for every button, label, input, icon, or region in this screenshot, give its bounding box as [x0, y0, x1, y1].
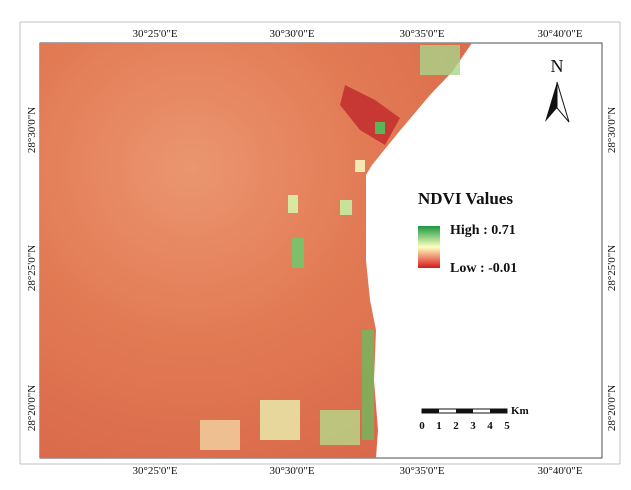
bottom-lon-label: 30°30'0"E: [269, 465, 314, 477]
scale-tick-label: 2: [453, 420, 459, 432]
right-lat-label: 28°30'0"N: [606, 107, 618, 153]
north-label: N: [551, 56, 564, 76]
legend-ramp: [418, 226, 440, 268]
right-lat-label: 28°25'0"N: [606, 245, 618, 291]
scale-tick-label: 3: [470, 420, 476, 432]
top-lon-label: 30°40'0"E: [537, 28, 582, 40]
top-lon-label: 30°35'0"E: [399, 28, 444, 40]
scale-tick-label: 5: [504, 420, 510, 432]
scale-tick-label: 1: [436, 420, 442, 432]
scale-tick-label: 0: [419, 420, 425, 432]
left-lat-label: 28°20'0"N: [26, 385, 38, 431]
legend-title: NDVI Values: [418, 189, 513, 208]
bottom-lon-label: 30°35'0"E: [399, 465, 444, 477]
legend-high: High : 0.71: [450, 223, 516, 238]
scale-unit: Km: [511, 405, 529, 417]
legend-low: Low : -0.01: [450, 261, 517, 276]
top-lon-label: 30°30'0"E: [269, 28, 314, 40]
right-lat-label: 28°20'0"N: [606, 385, 618, 431]
left-lat-label: 28°30'0"N: [26, 107, 38, 153]
bottom-lon-label: 30°40'0"E: [537, 465, 582, 477]
legend: NDVI Values High : 0.71 Low : -0.01: [418, 189, 517, 276]
top-lon-label: 30°25'0"E: [132, 28, 177, 40]
bottom-lon-label: 30°25'0"E: [132, 465, 177, 477]
left-lat-label: 28°25'0"N: [26, 245, 38, 291]
scale-tick-label: 4: [487, 420, 493, 432]
map-figure: N NDVI Values High : 0.71 Low : -0.01 Km…: [0, 0, 631, 485]
